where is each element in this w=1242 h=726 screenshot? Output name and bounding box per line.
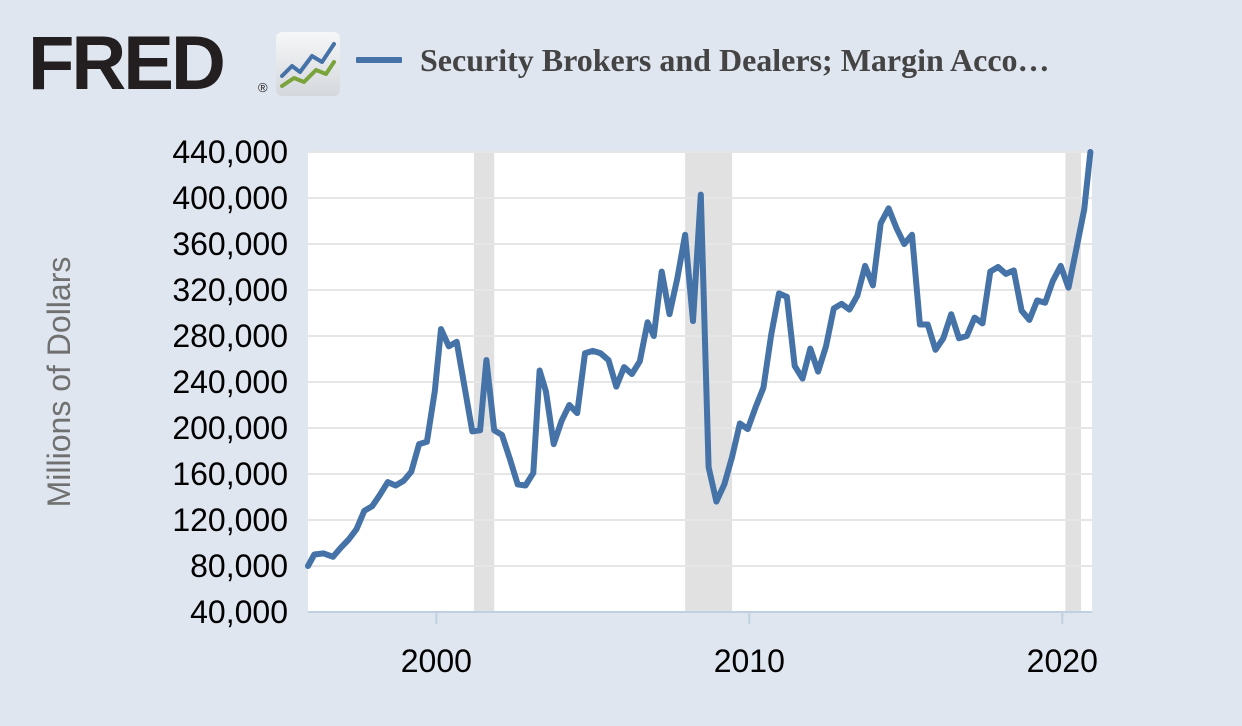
chart-header: FRED ® Security Brokers and Dealers; Mar… bbox=[0, 0, 1242, 120]
y-tick-label: 80,000 bbox=[190, 548, 288, 584]
y-tick-label: 200,000 bbox=[172, 410, 288, 446]
y-tick-label: 160,000 bbox=[172, 456, 288, 492]
y-tick-label: 360,000 bbox=[172, 226, 288, 262]
y-tick-label: 40,000 bbox=[190, 594, 288, 630]
x-tick-label: 2010 bbox=[714, 643, 785, 679]
y-tick-label: 240,000 bbox=[172, 364, 288, 400]
registered-mark: ® bbox=[258, 80, 268, 95]
x-tick-label: 2020 bbox=[1027, 643, 1098, 679]
x-tick-label: 2000 bbox=[401, 643, 472, 679]
y-tick-label: 440,000 bbox=[172, 134, 288, 170]
chart-legend[interactable]: Security Brokers and Dealers; Margin Acc… bbox=[356, 38, 1050, 82]
series-layer bbox=[305, 149, 1094, 569]
y-axis-tick-labels: 40,000 80,000 120,000 160,000 200,000 240,000… bbox=[172, 134, 288, 630]
x-axis-tick-labels: 2000 2010 2020 bbox=[401, 643, 1098, 679]
fred-graph-icon bbox=[276, 32, 340, 96]
fred-logo[interactable]: FRED ® bbox=[28, 24, 348, 104]
y-tick-label: 280,000 bbox=[172, 318, 288, 354]
fred-logo-text: FRED bbox=[28, 21, 226, 106]
legend-line-swatch bbox=[356, 57, 402, 63]
y-tick-label: 120,000 bbox=[172, 502, 288, 538]
x-axis-ticks bbox=[435, 612, 1064, 624]
y-tick-label: 400,000 bbox=[172, 180, 288, 216]
series-line-1[interactable] bbox=[305, 149, 1094, 569]
y-tick-label: 320,000 bbox=[172, 272, 288, 308]
series-title: Security Brokers and Dealers; Margin Acc… bbox=[420, 41, 1050, 78]
y-axis-label: Millions of Dollars bbox=[41, 257, 77, 508]
